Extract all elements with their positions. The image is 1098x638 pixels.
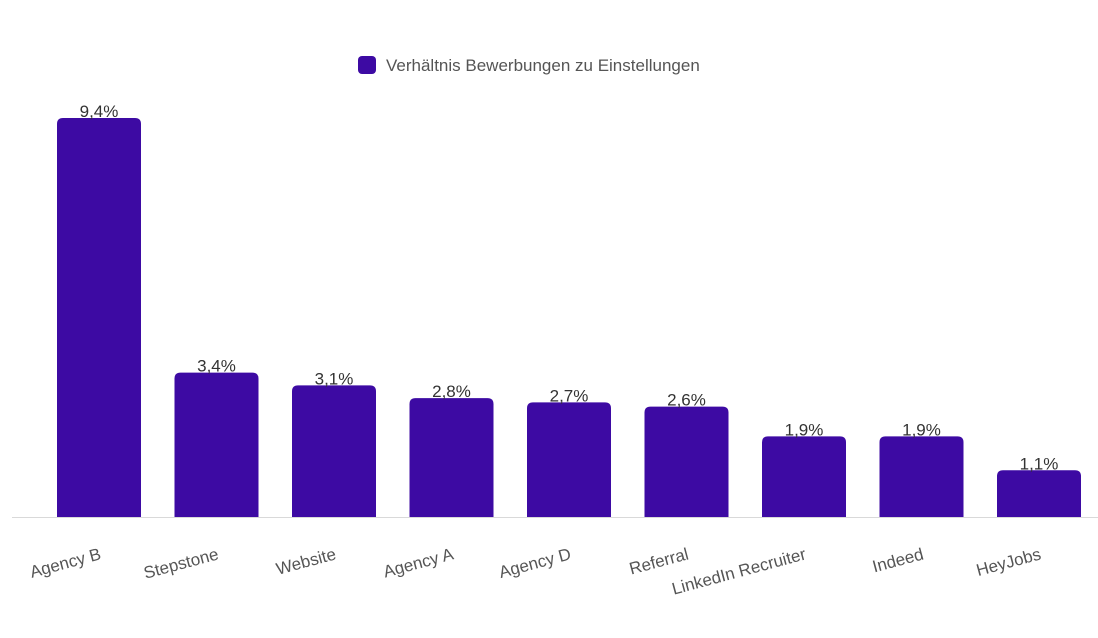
legend[interactable]: Verhältnis Bewerbungen zu Einstellungen bbox=[358, 56, 700, 75]
bar-stepstone[interactable] bbox=[174, 372, 259, 517]
bar-agency-d[interactable] bbox=[527, 402, 611, 517]
bar-referral[interactable] bbox=[644, 406, 729, 517]
bar-heyjobs[interactable] bbox=[997, 470, 1081, 517]
data-label-website: 3,1% bbox=[315, 369, 354, 388]
bar-agency-a[interactable] bbox=[409, 398, 494, 517]
data-label-agency-b: 9,4% bbox=[80, 102, 119, 121]
data-label-agency-d: 2,7% bbox=[550, 386, 589, 405]
bar-linkedin-recruiter[interactable] bbox=[762, 436, 846, 517]
tick-label-indeed: Indeed bbox=[870, 545, 925, 577]
tick-label-website: Website bbox=[274, 545, 338, 579]
bars bbox=[57, 118, 1081, 517]
data-label-stepstone: 3,4% bbox=[197, 357, 236, 376]
tick-label-referral: Referral bbox=[627, 545, 690, 579]
data-label-indeed: 1,9% bbox=[902, 420, 941, 439]
tick-label-linkedin-recruiter: LinkedIn Recruiter bbox=[670, 544, 809, 598]
tick-label-agency-d: Agency D bbox=[497, 545, 573, 582]
tick-label-stepstone: Stepstone bbox=[142, 545, 221, 583]
tick-label-heyjobs: HeyJobs bbox=[974, 545, 1043, 580]
bar-agency-b[interactable] bbox=[57, 118, 141, 517]
legend-label: Verhältnis Bewerbungen zu Einstellungen bbox=[386, 56, 700, 75]
data-label-agency-a: 2,8% bbox=[432, 382, 471, 401]
legend-swatch bbox=[358, 56, 376, 74]
bar-indeed[interactable] bbox=[879, 436, 964, 517]
data-label-referral: 2,6% bbox=[667, 391, 706, 410]
tick-label-agency-b: Agency B bbox=[28, 545, 103, 582]
data-label-linkedin-recruiter: 1,9% bbox=[785, 420, 824, 439]
data-labels: 9,4% 3,4% 3,1% 2,8% 2,7% 2,6% 1,9% 1,9% 1,1% bbox=[80, 102, 1059, 473]
bar-website[interactable] bbox=[292, 385, 376, 517]
tick-label-agency-a: Agency A bbox=[381, 544, 456, 581]
data-label-heyjobs: 1,1% bbox=[1020, 454, 1059, 473]
x-axis-tick-labels: Agency B Stepstone Website Agency A Agency D… bbox=[28, 544, 1043, 598]
